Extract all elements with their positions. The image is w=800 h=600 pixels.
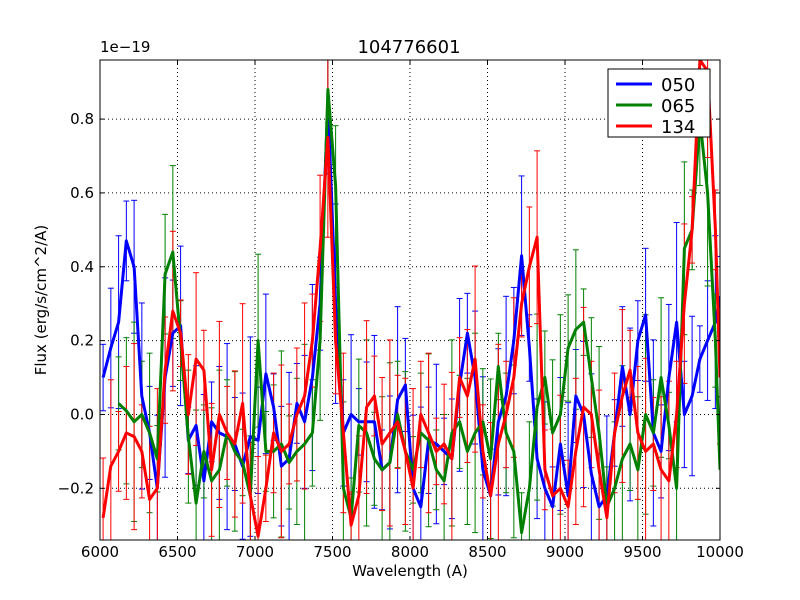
x-tick-label: 6500 — [158, 543, 196, 561]
x-tick-label: 9000 — [546, 543, 584, 561]
x-tick-label: 8500 — [468, 543, 506, 561]
y-tick-label: 0.8 — [70, 110, 94, 128]
x-tick-label: 7500 — [313, 543, 351, 561]
legend-label-065: 065 — [661, 96, 695, 117]
y-tick-label: 0.6 — [70, 184, 94, 202]
x-axis-label: Wavelength (A) — [352, 562, 468, 580]
x-tick-label: 10000 — [696, 543, 744, 561]
x-tick-label: 6000 — [81, 543, 119, 561]
y-axis-label: Flux (erg/s/cm^2/A) — [32, 225, 50, 376]
chart-title: 104776601 — [357, 37, 460, 58]
axis-ticks: 6000 6500 7000 7500 8000 8500 9000 9500 10000 −0.… — [58, 60, 744, 561]
legend-label-134: 134 — [661, 117, 695, 138]
x-tick-label: 7000 — [236, 543, 274, 561]
series-lines — [101, 60, 720, 538]
y-tick-label: 0.2 — [70, 332, 94, 350]
y-tick-label: −0.2 — [58, 479, 94, 497]
series-line-065 — [117, 88, 720, 535]
y-tick-label: 0.0 — [70, 405, 94, 423]
y-tick-label: 0.4 — [70, 258, 94, 276]
x-tick-label: 8000 — [391, 543, 429, 561]
legend-label-050: 050 — [661, 75, 695, 96]
series-line-134 — [101, 60, 720, 538]
x-tick-label: 9500 — [623, 543, 661, 561]
y-offset-label: 1e−19 — [100, 38, 150, 56]
